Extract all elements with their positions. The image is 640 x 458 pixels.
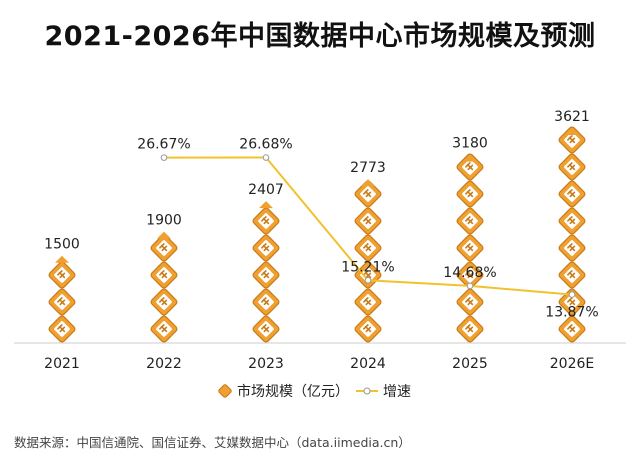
growth-label: 26.67%: [137, 137, 190, 153]
bar-value-label: 2773: [350, 160, 386, 176]
bar-icon: [354, 234, 382, 262]
bar-icon: [354, 207, 382, 235]
growth-point: [160, 154, 168, 161]
bar-icon: [558, 153, 586, 181]
bar-icon: [456, 261, 484, 289]
growth-label: 14.68%: [443, 265, 496, 281]
bar-value-label: 1500: [44, 237, 80, 253]
bar-cap: [259, 201, 273, 209]
bar-cap: [157, 231, 171, 239]
bar-icon: [558, 288, 586, 316]
bar-icon: [456, 153, 484, 181]
bar-icon: [558, 126, 586, 154]
bar-icon: [456, 315, 484, 343]
bar-cap: [55, 255, 69, 263]
bar-icon: [252, 234, 280, 262]
bar-icon: [354, 288, 382, 316]
bar-icon: [456, 207, 484, 235]
bar-icon: [48, 315, 76, 343]
growth-label: 15.21%: [341, 259, 394, 275]
bar-icon: [252, 261, 280, 289]
bar-icon: [150, 234, 178, 262]
x-tick-label: 2025: [452, 356, 488, 372]
bar-2025: [456, 153, 484, 343]
x-tick-label: 2024: [350, 356, 386, 372]
bar-value-label: 3621: [554, 109, 590, 125]
bar-icon: [558, 207, 586, 235]
bar-icon: [48, 261, 76, 289]
growth-point: [466, 282, 474, 290]
bar-icon: [558, 234, 586, 262]
x-tick-label: 2026E: [550, 356, 594, 372]
bar-icon: [150, 261, 178, 289]
bar-icon: [456, 234, 484, 262]
x-tick-label: 2021: [44, 356, 80, 372]
bar-2026E: [558, 126, 586, 343]
bar-value-label: 1900: [146, 213, 182, 229]
legend: 市场规模（亿元） 增速: [218, 383, 411, 400]
source-note: 数据来源：中国信通院、国信证券、艾媒数据中心（data.iimedia.cn）: [14, 435, 411, 450]
bar-2022: [150, 231, 178, 343]
bar-icon: [558, 315, 586, 343]
bar-icon: [252, 288, 280, 316]
bar-cap: [361, 179, 375, 187]
growth-point: [568, 291, 576, 298]
bar-2021: [48, 255, 76, 343]
bar-2023: [252, 201, 280, 343]
bar-icon: [150, 288, 178, 316]
bar-2024: [354, 179, 382, 343]
legend-bar-icon: [218, 384, 232, 398]
growth-point: [364, 276, 372, 284]
bar-icon: [558, 180, 586, 208]
chart-title: 2021-2026年中国数据中心市场规模及预测: [44, 21, 596, 52]
x-tick-label: 2023: [248, 356, 284, 372]
bar-icon: [150, 315, 178, 343]
bar-cap: [565, 128, 579, 136]
growth-point: [262, 154, 270, 161]
bar-icon: [252, 315, 280, 343]
legend-line-label: 增速: [383, 384, 411, 400]
bar-icon: [48, 288, 76, 316]
bar-icon: [456, 288, 484, 316]
bar-icon: [558, 261, 586, 289]
legend-bar-label: 市场规模（亿元）: [237, 383, 349, 400]
bar-cap: [463, 154, 477, 162]
bar-icon: [354, 315, 382, 343]
bar-value-label: 2407: [248, 182, 284, 198]
growth-label: 26.68%: [239, 137, 292, 153]
x-tick-label: 2022: [146, 356, 182, 372]
bar-icon: [456, 180, 484, 208]
bar-icon: [252, 207, 280, 235]
growth-label: 13.87%: [545, 305, 598, 321]
bar-icon: [354, 180, 382, 208]
bar-value-label: 3180: [452, 136, 488, 152]
